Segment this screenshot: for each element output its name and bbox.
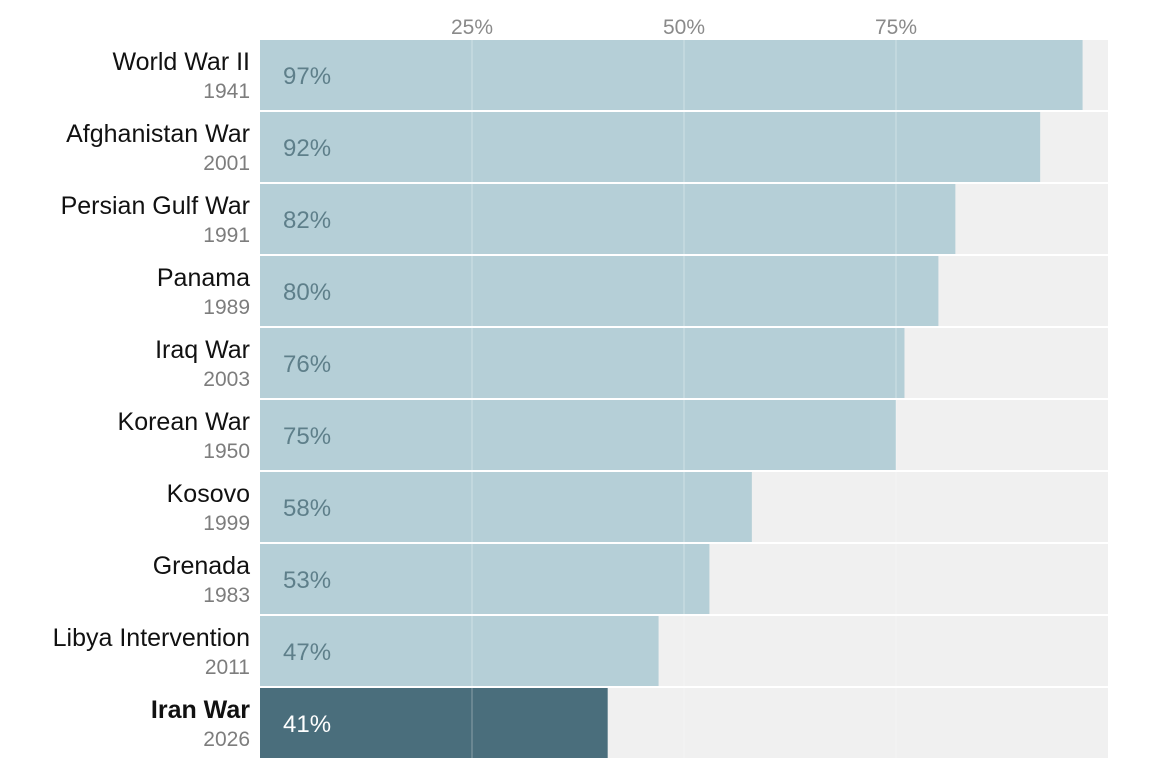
category-name: Afghanistan War bbox=[66, 120, 250, 148]
category-year: 2001 bbox=[203, 152, 250, 175]
bar bbox=[260, 112, 1041, 182]
gridline-layer bbox=[471, 40, 897, 758]
bar-layer bbox=[260, 40, 1083, 758]
x-tick-label: 25% bbox=[451, 16, 493, 39]
category-year: 1999 bbox=[203, 512, 250, 535]
category-name: Libya Intervention bbox=[53, 624, 250, 652]
category-year: 1983 bbox=[203, 584, 250, 607]
bar bbox=[260, 688, 608, 758]
category-name: Iraq War bbox=[155, 336, 250, 364]
bar bbox=[260, 472, 752, 542]
value-label: 41% bbox=[283, 711, 331, 738]
category-name: Panama bbox=[157, 264, 250, 292]
value-label: 58% bbox=[283, 495, 331, 522]
value-label: 47% bbox=[283, 639, 331, 666]
category-name: Kosovo bbox=[167, 480, 250, 508]
value-label: 76% bbox=[283, 351, 331, 378]
value-label: 53% bbox=[283, 567, 331, 594]
category-year: 1989 bbox=[203, 296, 250, 319]
value-label: 92% bbox=[283, 135, 331, 162]
bar bbox=[260, 616, 659, 686]
category-year: 2011 bbox=[205, 656, 250, 679]
category-name: Persian Gulf War bbox=[61, 192, 250, 220]
bar bbox=[260, 544, 710, 614]
category-name: World War II bbox=[112, 48, 250, 76]
bar bbox=[260, 184, 956, 254]
bar bbox=[260, 400, 896, 470]
x-axis-ticks: 25% 50% 75% bbox=[451, 16, 917, 39]
category-name: Iran War bbox=[151, 696, 250, 724]
category-name: Korean War bbox=[118, 408, 250, 436]
category-year: 2026 bbox=[203, 728, 250, 751]
category-year: 1941 bbox=[203, 80, 250, 103]
category-label-layer: World War II 1941 Afghanistan War 2001 Persi… bbox=[53, 48, 251, 751]
x-tick-label: 50% bbox=[663, 16, 705, 39]
bar bbox=[260, 328, 905, 398]
value-label: 80% bbox=[283, 279, 331, 306]
x-tick-label: 75% bbox=[875, 16, 917, 39]
category-year: 2003 bbox=[203, 368, 250, 391]
value-label: 97% bbox=[283, 63, 331, 90]
category-year: 1950 bbox=[203, 440, 250, 463]
bar bbox=[260, 40, 1083, 110]
value-label-layer: 97% 92% 82% 80% 76% 75% 58% 53% 47% 41% bbox=[283, 63, 331, 738]
value-label: 75% bbox=[283, 423, 331, 450]
category-year: 1991 bbox=[203, 224, 250, 247]
category-name: Grenada bbox=[153, 552, 250, 580]
bar bbox=[260, 256, 939, 326]
value-label: 82% bbox=[283, 207, 331, 234]
